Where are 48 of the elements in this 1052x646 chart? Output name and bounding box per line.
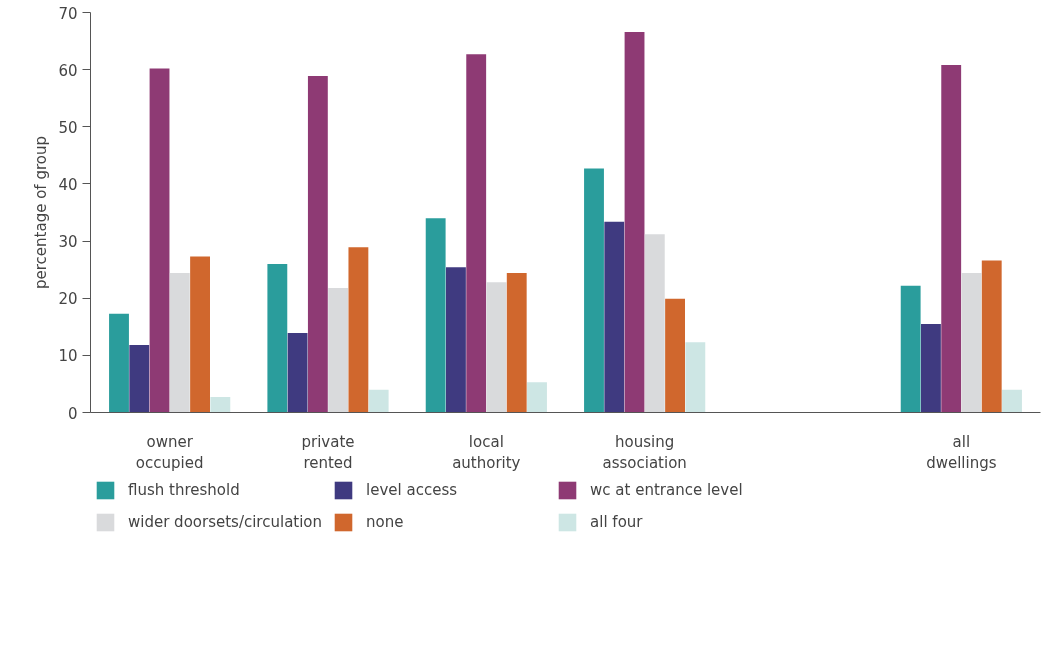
bar [129, 345, 150, 413]
bar [210, 397, 231, 413]
bar [190, 256, 210, 413]
bar [981, 260, 1002, 413]
bar [900, 285, 921, 413]
bar [486, 282, 507, 413]
legend-label: level access [366, 481, 459, 499]
legend-label: all four [590, 513, 644, 531]
bar [527, 382, 547, 413]
legend-label: wc at entrance level [590, 481, 744, 499]
y-tick-label: 40 [58, 175, 78, 194]
y-axis-title: percentage of group [32, 136, 51, 289]
bar [287, 333, 308, 413]
y-tick-label: 60 [58, 61, 78, 80]
y-tick-label: 20 [58, 290, 78, 309]
x-tick-label: local authority [452, 432, 521, 473]
bar [941, 65, 962, 413]
bar [1002, 389, 1022, 413]
x-tick-label: private rented [301, 432, 355, 473]
legend-label: none [366, 513, 405, 531]
legend-label: flush threshold [128, 481, 241, 499]
bar [348, 247, 369, 413]
bar [446, 267, 466, 413]
y-tick-label: 50 [58, 118, 78, 137]
bar [109, 313, 129, 413]
bar [604, 221, 625, 413]
bar [921, 323, 941, 413]
bar [328, 287, 349, 413]
bar [466, 54, 487, 413]
y-tick-label: 0 [67, 404, 78, 423]
bar [149, 68, 170, 413]
bar [506, 273, 527, 413]
bar [624, 31, 645, 413]
bar [584, 168, 604, 413]
bar [425, 218, 446, 413]
bar [307, 75, 328, 413]
y-tick-label: 10 [58, 347, 78, 366]
bar [665, 298, 685, 413]
legend-label: wider doorsets/circulation [128, 513, 323, 531]
y-tick-label: 70 [58, 4, 78, 23]
bar [961, 273, 982, 413]
y-tick-label: 30 [58, 233, 78, 252]
bar [368, 389, 389, 413]
x-tick-label: all dwellings [926, 432, 997, 473]
bar [267, 263, 288, 413]
bar [169, 273, 190, 413]
bar [685, 342, 706, 413]
bar [644, 234, 665, 413]
